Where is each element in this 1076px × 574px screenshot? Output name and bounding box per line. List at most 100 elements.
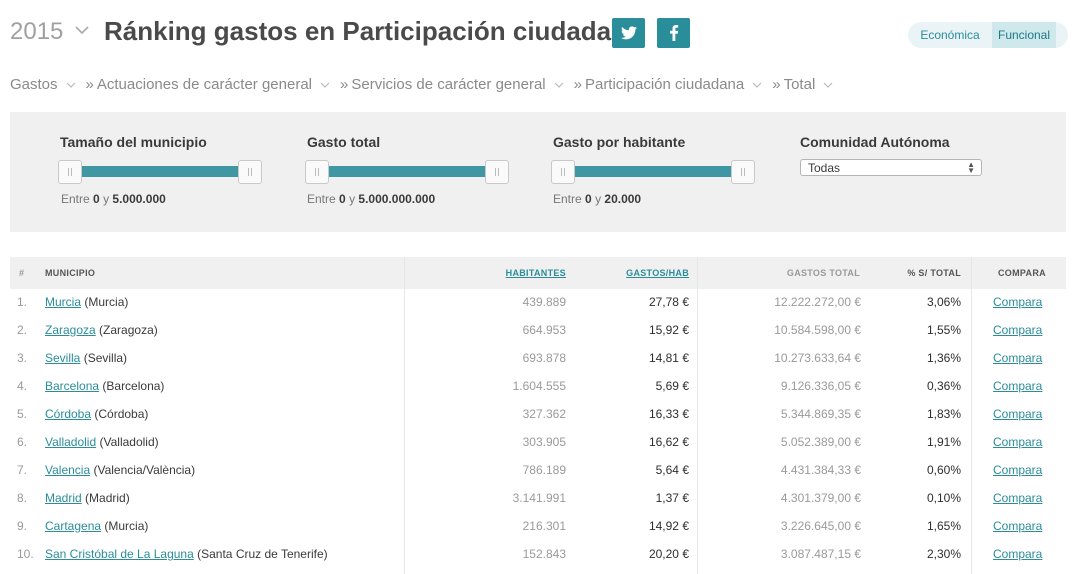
page-title: Ránking gastos en Participación ciudadan…: [104, 16, 642, 46]
row-habitantes: 327.362: [522, 407, 566, 421]
municipio-link[interactable]: Murcia: [45, 295, 82, 309]
municipio-link[interactable]: Zaragoza: [45, 323, 96, 337]
row-gastos-hab: 15,92 €: [648, 323, 689, 337]
row-municipio: Zaragoza (Zaragoza): [45, 323, 158, 337]
row-habitantes: 3.141.991: [512, 491, 566, 505]
comunidad-select[interactable]: Todas ▲ ▼: [800, 159, 982, 176]
row-pct-total: 0,60%: [926, 463, 961, 477]
row-gastos-total: 12.222.272,00 €: [774, 295, 861, 309]
table-header: [10, 257, 1066, 289]
table-row: 7. Valencia (Valencia/València) 786.189 …: [10, 457, 1066, 485]
breadcrumb-separator: »: [340, 76, 349, 93]
compara-link[interactable]: Compara: [993, 547, 1043, 561]
table-row: 4. Barcelona (Barcelona) 1.604.555 5,69 …: [10, 373, 1066, 401]
facebook-share-button[interactable]: [657, 18, 690, 48]
row-gastos-hab: 5,64 €: [655, 463, 689, 477]
row-gastos-total: 9.126.336,05 €: [780, 379, 861, 393]
toggle-funcional[interactable]: Funcional: [992, 22, 1056, 48]
municipio-link[interactable]: Madrid: [45, 491, 82, 505]
row-rank: 6.: [17, 435, 28, 449]
compara-link[interactable]: Compara: [993, 323, 1043, 337]
row-gastos-hab: 14,81 €: [648, 351, 689, 365]
compara-link[interactable]: Compara: [993, 491, 1043, 505]
breadcrumb-item-gastos[interactable]: Gastos: [10, 76, 86, 93]
slider-min-handle[interactable]: [305, 160, 329, 184]
municipio-link[interactable]: Cartagena: [45, 519, 102, 533]
municipio-link[interactable]: Valencia: [45, 463, 91, 477]
row-rank: 4.: [17, 379, 28, 393]
row-gastos-hab: 16,33 €: [648, 407, 689, 421]
table-row: 8. Madrid (Madrid) 3.141.991 1,37 € 4.30…: [10, 485, 1066, 513]
gasto-total-range-slider[interactable]: [305, 160, 509, 184]
col-header-gastos-hab[interactable]: GASTOS/HAB: [626, 268, 689, 278]
row-municipio: San Cristóbal de La Laguna (Santa Cruz d…: [45, 547, 328, 561]
col-header-pct-total: % S/ TOTAL: [907, 268, 961, 278]
chevron-down-icon: [823, 82, 833, 88]
breadcrumb-label: Total: [783, 76, 816, 93]
breadcrumb-item-servicios[interactable]: » Servicios de carácter general: [340, 76, 574, 93]
toggle-economica[interactable]: Económica: [920, 28, 980, 42]
chevron-down-icon[interactable]: [74, 22, 90, 38]
col-header-habitantes[interactable]: HABITANTES: [505, 268, 566, 278]
col-header-compara: COMPARA: [998, 268, 1046, 278]
municipio-link[interactable]: Valladolid: [45, 435, 97, 449]
breadcrumb-item-actuaciones[interactable]: » Actuaciones de carácter general: [86, 76, 340, 93]
municipio-range-slider[interactable]: [58, 160, 262, 184]
row-pct-total: 3,06%: [926, 295, 961, 309]
col-header-municipio: MUNICIPIO: [45, 268, 96, 278]
row-pct-total: 1,36%: [926, 351, 961, 365]
row-gastos-hab: 5,69 €: [655, 379, 689, 393]
row-habitantes: 152.843: [522, 547, 566, 561]
row-gastos-hab: 1,37 €: [655, 491, 689, 505]
slider-max-handle[interactable]: [731, 160, 755, 184]
compara-link[interactable]: Compara: [993, 519, 1043, 533]
compara-link[interactable]: Compara: [993, 295, 1043, 309]
row-gastos-hab: 20,20 €: [648, 547, 689, 561]
municipio-link[interactable]: Córdoba: [45, 407, 92, 421]
slider-min-handle[interactable]: [551, 160, 575, 184]
row-habitantes: 1.604.555: [512, 379, 566, 393]
row-gastos-hab: 14,92 €: [648, 519, 689, 533]
twitter-share-button[interactable]: [612, 18, 645, 48]
municipio-link[interactable]: San Cristóbal de La Laguna: [45, 547, 194, 561]
row-municipio: Córdoba (Córdoba): [45, 407, 149, 421]
slider-min-handle[interactable]: [58, 160, 82, 184]
row-pct-total: 0,36%: [926, 379, 961, 393]
row-gastos-total: 10.273.633,64 €: [774, 351, 861, 365]
compara-link[interactable]: Compara: [993, 407, 1043, 421]
breadcrumb-item-total[interactable]: » Total: [772, 76, 843, 93]
filter-gasto-total-label: Gasto total: [307, 134, 381, 150]
gasto-hab-range-slider[interactable]: [551, 160, 755, 184]
row-pct-total: 1,55%: [926, 323, 961, 337]
slider-track: [563, 166, 743, 177]
facebook-icon: [669, 25, 678, 41]
gasto-total-range-text: Entre 0 y 5.000.000.000: [307, 192, 436, 206]
municipio-range-text: Entre 0 y 5.000.000: [61, 192, 166, 206]
breadcrumb-separator: »: [573, 76, 582, 93]
slider-track: [317, 166, 497, 177]
row-habitantes: 303.905: [522, 435, 566, 449]
compara-link[interactable]: Compara: [993, 379, 1043, 393]
slider-max-handle[interactable]: [238, 160, 262, 184]
compara-link[interactable]: Compara: [993, 351, 1043, 365]
row-gastos-total: 3.226.645,00 €: [780, 519, 861, 533]
twitter-icon: [620, 26, 637, 40]
row-gastos-total: 4.301.379,00 €: [780, 491, 861, 505]
municipio-link[interactable]: Barcelona: [45, 379, 100, 393]
row-municipio: Valencia (Valencia/València): [45, 463, 196, 477]
breadcrumb-separator: »: [772, 76, 781, 93]
compara-link[interactable]: Compara: [993, 463, 1043, 477]
filter-comunidad-label: Comunidad Autónoma: [800, 134, 950, 150]
breadcrumb: Gastos » Actuaciones de carácter general…: [10, 76, 843, 93]
breadcrumb-item-participacion[interactable]: » Participación ciudadana: [574, 76, 773, 93]
col-header-num: #: [19, 268, 25, 278]
table-row: 1. Murcia (Murcia) 439.889 27,78 € 12.22…: [10, 289, 1066, 317]
row-pct-total: 2,30%: [926, 547, 961, 561]
municipio-link[interactable]: Sevilla: [45, 351, 81, 365]
table-row: 3. Sevilla (Sevilla) 693.878 14,81 € 10.…: [10, 345, 1066, 373]
slider-max-handle[interactable]: [485, 160, 509, 184]
table-row: 9. Cartagena (Murcia) 216.301 14,92 € 3.…: [10, 513, 1066, 541]
year-selector[interactable]: 2015: [10, 18, 64, 45]
compara-link[interactable]: Compara: [993, 435, 1043, 449]
breadcrumb-separator: »: [85, 76, 94, 93]
